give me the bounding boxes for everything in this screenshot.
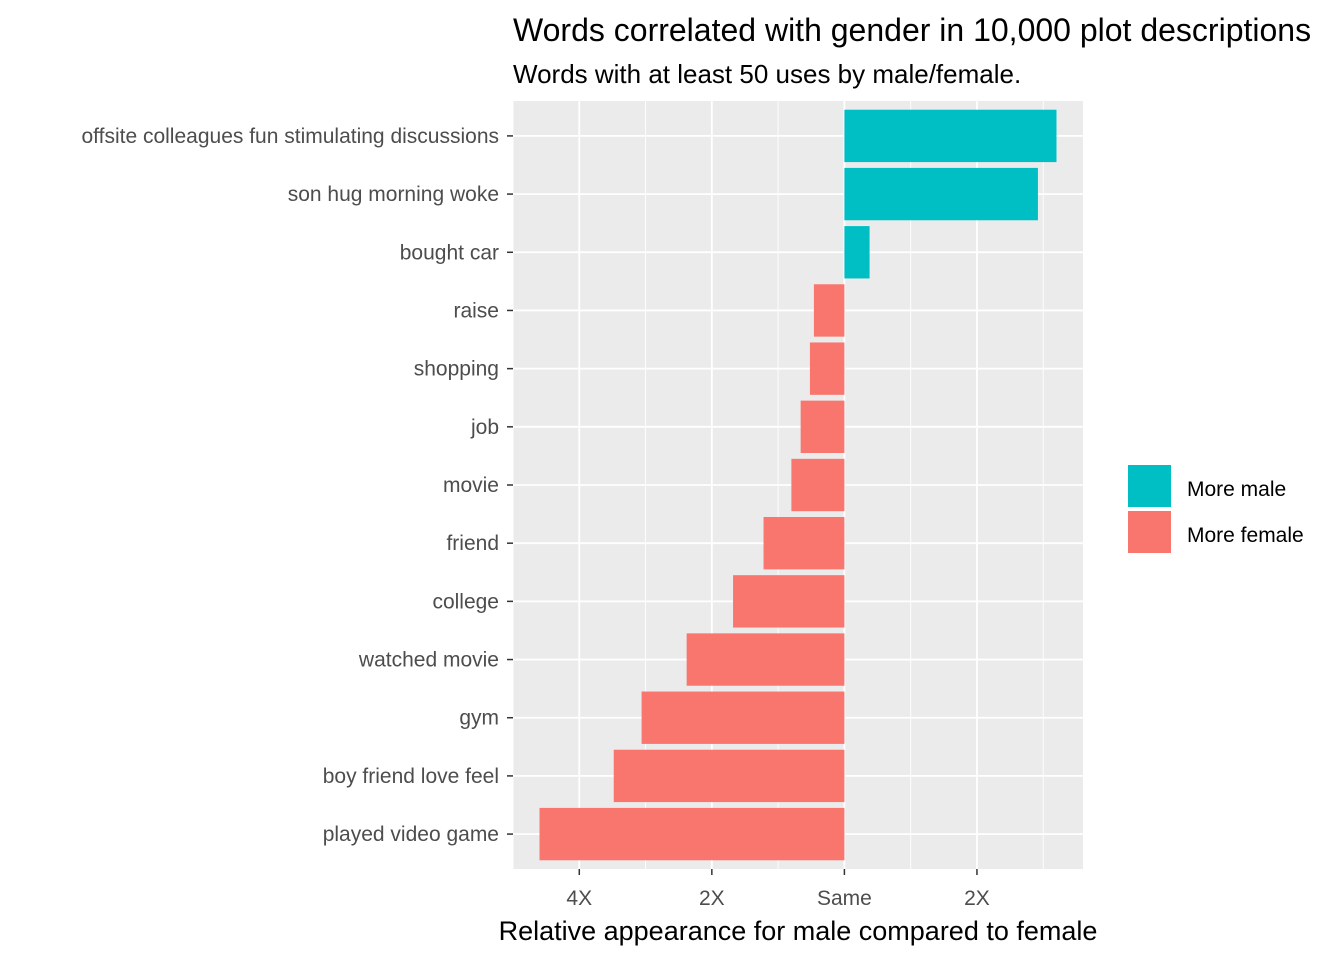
legend: More male More female <box>1128 465 1304 553</box>
bar <box>763 517 845 570</box>
y-tick-label: college <box>432 590 499 613</box>
y-tick-label: friend <box>446 532 499 555</box>
y-axis-ticks: offsite colleagues fun stimulating discu… <box>81 125 513 846</box>
bar <box>844 109 1057 163</box>
x-tick-label: Same <box>817 887 872 910</box>
y-tick-label: movie <box>443 474 499 497</box>
x-tick-label: 2X <box>964 887 990 910</box>
bar <box>613 749 845 803</box>
y-tick-label: gym <box>459 707 499 730</box>
x-axis-title: Relative appearance for male compared to… <box>499 916 1098 946</box>
y-tick-label: boy friend love feel <box>323 765 499 788</box>
x-axis-ticks: 4X 2X Same 2X <box>566 869 990 910</box>
legend-label-male: More male <box>1187 478 1286 501</box>
x-tick-label: 2X <box>699 887 725 910</box>
y-tick-label: shopping <box>414 358 499 381</box>
legend-key-female <box>1128 511 1171 553</box>
bar <box>686 633 845 686</box>
bar <box>813 284 845 337</box>
bar <box>844 167 1038 221</box>
bar <box>809 342 845 395</box>
y-tick-label: offsite colleagues fun stimulating discu… <box>81 125 499 148</box>
bar <box>800 400 845 453</box>
y-tick-label: watched movie <box>358 649 499 672</box>
bar <box>733 575 845 628</box>
chart-title: Words correlated with gender in 10,000 p… <box>513 12 1311 48</box>
y-tick-label: raise <box>453 299 499 322</box>
y-tick-label: played video game <box>323 823 499 846</box>
bar <box>641 691 845 744</box>
x-tick-label: 4X <box>566 887 592 910</box>
y-tick-label: son hug morning woke <box>288 183 499 206</box>
bar <box>791 458 845 512</box>
y-tick-label: bought car <box>400 241 499 264</box>
bars <box>539 109 1057 861</box>
legend-key-male <box>1128 465 1171 507</box>
legend-label-female: More female <box>1187 524 1304 547</box>
bar <box>844 226 870 279</box>
chart-subtitle: Words with at least 50 uses by male/fema… <box>513 59 1021 89</box>
y-tick-label: job <box>470 416 499 439</box>
bar <box>539 807 845 861</box>
